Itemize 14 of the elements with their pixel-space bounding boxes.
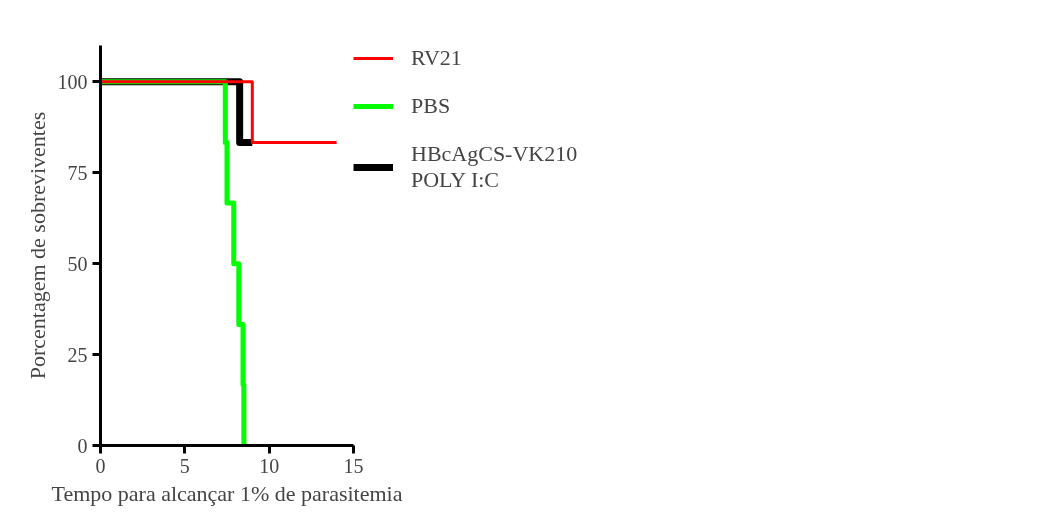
x-tick-label: 15 — [343, 454, 364, 477]
y-tick-label: 75 — [67, 161, 88, 184]
y-axis-title: Porcentagem de sobreviventes — [24, 111, 50, 380]
x-tick-label: 5 — [179, 454, 190, 477]
legend-label: RV21 — [411, 45, 462, 71]
x-tick-label: 10 — [259, 454, 280, 477]
x-tick-label: 0 — [95, 454, 106, 477]
legend-label: PBS — [411, 93, 451, 119]
y-tick-label: 0 — [77, 434, 88, 457]
x-axis-title: Tempo para alcançar 1% de parasitemia — [51, 480, 403, 506]
y-tick-label: 100 — [57, 70, 88, 93]
y-tick-label: 25 — [67, 343, 88, 366]
legend-label: HBcAgCS-VK210 POLY I:C — [411, 141, 578, 193]
y-tick-label: 50 — [67, 252, 88, 275]
